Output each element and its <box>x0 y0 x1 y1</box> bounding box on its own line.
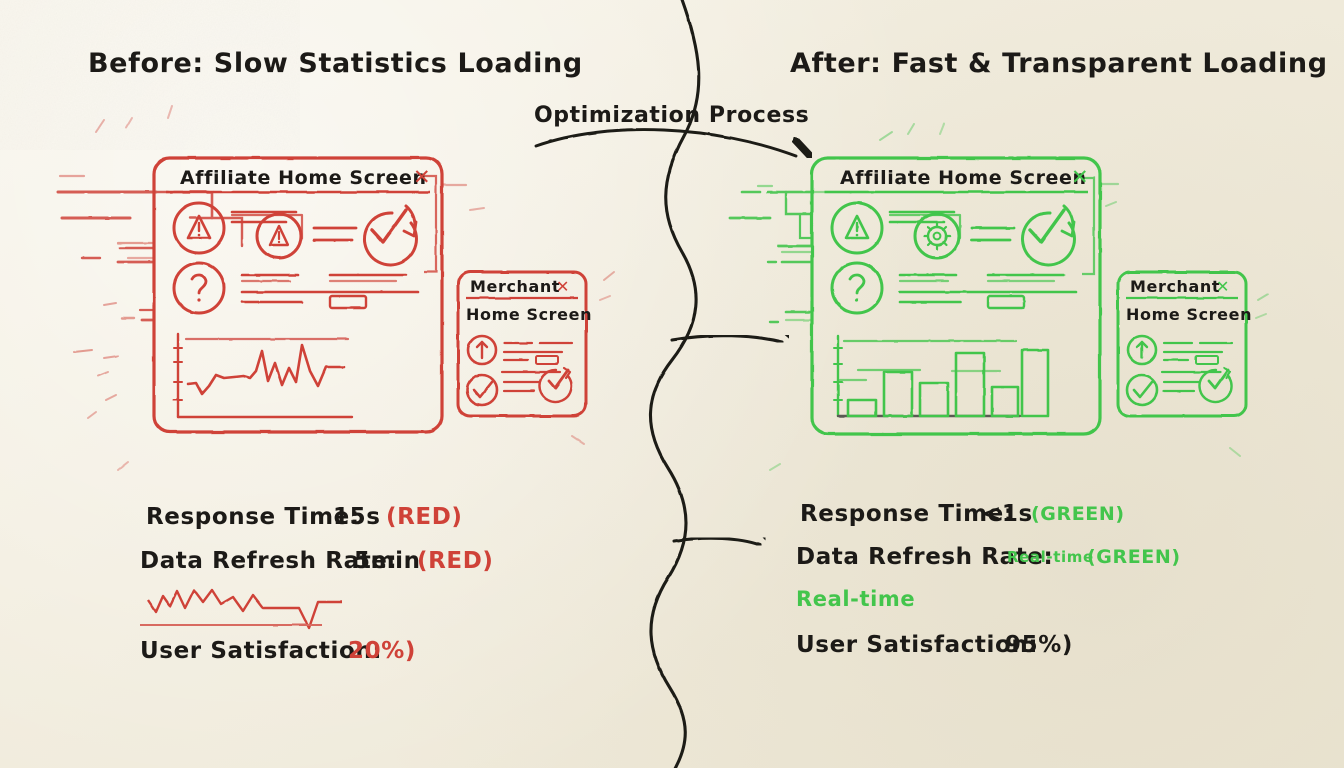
before-merchant-subtitle: Home Screen <box>466 305 592 324</box>
before-merchant-lines-1 <box>502 341 574 365</box>
after-metric-user-satisfaction-label: User Satisfaction: <box>796 632 1038 658</box>
before-metric-response-time-label: Response Time: <box>146 504 360 530</box>
after-metric-refresh-rate-value: Real-time <box>1007 548 1094 566</box>
after-merchant-lines-2 <box>1160 370 1222 393</box>
before-metric-response-time-tag: (RED) <box>386 504 463 530</box>
arrow-bottom-metrics <box>672 538 760 545</box>
before-text-lines-group-2 <box>312 226 358 242</box>
before-metric-user-satisfaction-value: 20%) <box>348 638 416 664</box>
after-bar-2 <box>882 370 914 418</box>
warning-triangle-icon[interactable] <box>172 201 226 255</box>
after-panel: Affiliate Home Screen ✕ <box>728 123 1269 665</box>
before-merchant-close-icon[interactable]: ✕ <box>556 277 570 296</box>
before-line-chart <box>173 332 354 419</box>
after-bar-5 <box>990 385 1020 418</box>
label-optimization-process: Optimization Process <box>534 103 809 128</box>
center-wavy-divider <box>648 0 701 768</box>
before-text-lines-group-1 <box>230 210 304 240</box>
after-merchant-subtitle: Home Screen <box>1126 305 1252 324</box>
before-merchant-refresh-check-icon[interactable] <box>538 366 573 404</box>
after-refresh-check-icon[interactable] <box>1020 204 1076 267</box>
after-merchant-card[interactable] <box>1116 270 1248 418</box>
after-warning-triangle-icon[interactable] <box>830 201 884 255</box>
before-text-lines-group-3 <box>240 273 420 310</box>
after-question-mark-icon[interactable] <box>830 261 884 315</box>
after-merchant-alert-arrow-icon[interactable] <box>1126 334 1158 366</box>
after-chip <box>986 294 1026 310</box>
after-text-lines-group-3 <box>898 273 1078 310</box>
after-text-lines-group-2 <box>970 226 1016 242</box>
before-metric-refresh-rate-label: Data Refresh Rate: <box>140 548 397 574</box>
arrow-top-window <box>534 128 796 156</box>
after-metric-refresh-rate-tag: (GREEN) <box>1087 546 1181 568</box>
refresh-check-icon[interactable] <box>362 204 418 267</box>
after-bar-chart <box>833 334 1050 418</box>
after-window-close-icon[interactable]: ✕ <box>1071 165 1089 189</box>
before-jitter-sparkline <box>140 588 342 630</box>
after-bar-4 <box>954 351 986 418</box>
after-window[interactable] <box>810 156 1102 436</box>
after-metric-response-time-label: Response Time: <box>800 501 1014 527</box>
heading-after: After: Fast & Transparent Loading <box>790 48 1328 79</box>
after-metrics: Response Time: <1s (GREEN) Data Refresh … <box>794 487 1181 665</box>
after-bar-6 <box>1020 348 1050 418</box>
before-metric-refresh-rate-value: 5min <box>354 548 421 574</box>
before-window-close-icon[interactable]: ✕ <box>413 165 431 189</box>
gear-settings-icon[interactable] <box>913 212 961 260</box>
before-metric-refresh-rate-tag: (RED) <box>417 548 494 574</box>
before-merchant-title: Merchant <box>470 277 560 296</box>
before-merchant-alert-arrow-icon[interactable] <box>466 334 498 366</box>
before-window-title: Affiliate Home Screen <box>180 167 427 189</box>
after-metric-user-satisfaction-value: 95%) <box>1005 632 1073 658</box>
after-metric-response-time-tag: (GREEN) <box>1031 503 1125 525</box>
after-merchant-check-circle-icon[interactable] <box>1125 373 1159 407</box>
before-speed-marks <box>56 105 615 471</box>
before-window[interactable] <box>152 156 444 434</box>
before-chip <box>328 294 368 310</box>
after-merchant-lines-1 <box>1162 341 1234 365</box>
before-metric-user-satisfaction-label: User Satisfaction: <box>140 638 382 664</box>
before-merchant-card[interactable] <box>456 270 588 418</box>
after-merchant-title: Merchant <box>1130 277 1220 296</box>
after-window-title: Affiliate Home Screen <box>840 167 1087 189</box>
before-chart-series <box>186 343 346 396</box>
arrow-middle-window <box>670 336 782 342</box>
heading-before: Before: Slow Statistics Loading <box>88 48 583 79</box>
before-metric-response-time-value: 15s <box>333 504 381 530</box>
after-bar-3 <box>918 381 950 418</box>
before-panel: Affiliate Home Screen ✕ <box>56 105 615 671</box>
before-merchant-lines-2 <box>500 370 562 393</box>
after-metric-refresh-rate-label: Data Refresh Rate: <box>796 544 1053 570</box>
after-bar-1 <box>846 398 878 418</box>
after-metric-response-time-value: <1s <box>982 501 1033 527</box>
before-metrics: Response Time: 15s (RED) Data Refresh Ra… <box>138 489 494 671</box>
after-merchant-refresh-check-icon[interactable] <box>1198 366 1233 404</box>
before-merchant-check-circle-icon[interactable] <box>465 373 499 407</box>
warning-triangle-small-icon[interactable] <box>255 212 303 260</box>
question-mark-icon[interactable] <box>172 261 226 315</box>
after-text-lines-group-1 <box>888 210 962 240</box>
after-merchant-close-icon[interactable]: ✕ <box>1216 277 1230 296</box>
